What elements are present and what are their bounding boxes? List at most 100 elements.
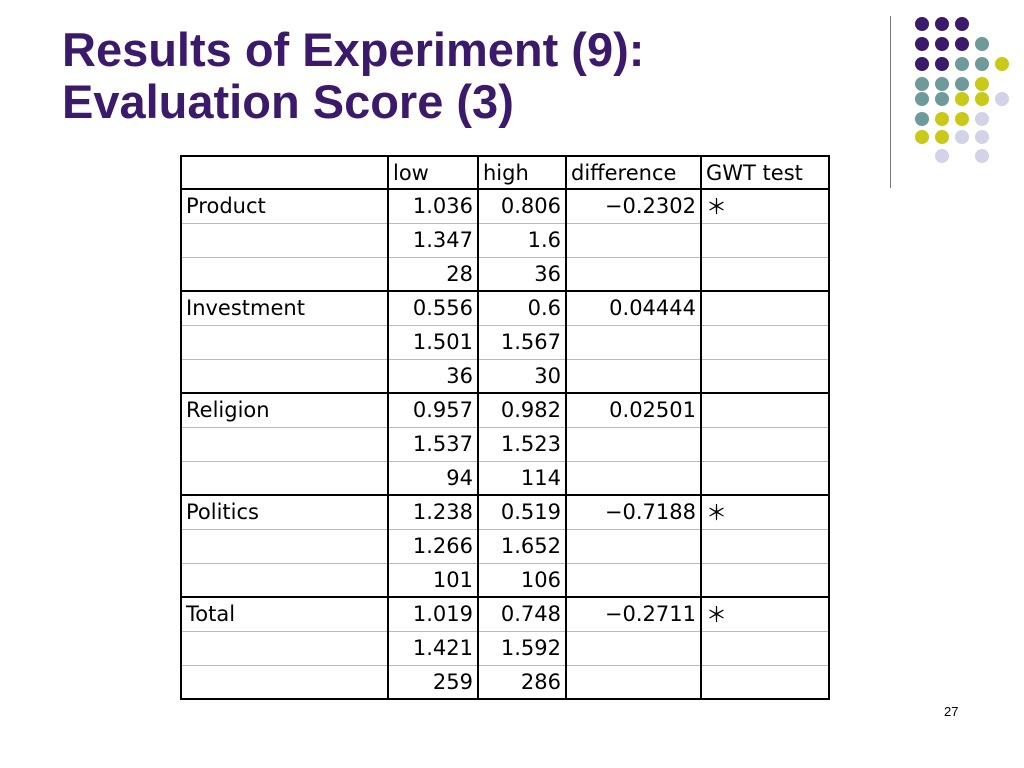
header-cell-low: low — [387, 155, 479, 190]
table-header-row: low high difference GWT test — [180, 155, 830, 190]
low-value-cell: 36 — [387, 358, 479, 394]
gwt-test-cell — [700, 664, 830, 700]
difference-value-cell: 0.02501 — [565, 392, 702, 428]
gwt-test-cell — [700, 324, 830, 360]
low-value-cell: 101 — [387, 562, 479, 598]
row-label-cell — [180, 460, 389, 496]
gwt-test-cell: ＊ — [700, 188, 830, 224]
low-value-cell: 1.266 — [387, 528, 479, 564]
low-value-cell: 0.957 — [387, 392, 479, 428]
high-value-cell: 0.6 — [477, 290, 567, 326]
low-value-cell: 1.036 — [387, 188, 479, 224]
page-number: 27 — [944, 704, 959, 719]
row-label-cell — [180, 562, 389, 598]
high-value-cell: 30 — [477, 358, 567, 394]
low-value-cell: 1.238 — [387, 494, 479, 530]
row-label-cell: Politics — [180, 494, 389, 530]
low-value-cell: 1.019 — [387, 596, 479, 632]
gwt-test-cell — [700, 290, 830, 326]
table-row: 1.501 1.567 — [180, 324, 830, 360]
gwt-test-cell — [700, 426, 830, 462]
slide-title-line-1: Results of Experiment (9): — [62, 23, 645, 76]
gwt-test-cell — [700, 222, 830, 258]
row-label-cell — [180, 664, 389, 700]
gwt-test-cell — [700, 630, 830, 666]
table-row: Politics 1.238 0.519 −0.7188 ＊ — [180, 494, 830, 530]
high-value-cell: 0.748 — [477, 596, 567, 632]
row-label-cell: Total — [180, 596, 389, 632]
row-label-cell — [180, 528, 389, 564]
gwt-test-cell — [700, 460, 830, 496]
table-row: 94 114 — [180, 460, 830, 496]
low-value-cell: 28 — [387, 256, 479, 292]
header-cell-difference: difference — [565, 155, 702, 190]
decorative-divider — [890, 16, 891, 188]
row-label-cell: Product — [180, 188, 389, 224]
high-value-cell: 114 — [477, 460, 567, 496]
table-row: Religion 0.957 0.982 0.02501 — [180, 392, 830, 428]
table-row: 1.347 1.6 — [180, 222, 830, 258]
table-row: 1.537 1.523 — [180, 426, 830, 462]
gwt-test-cell — [700, 562, 830, 598]
difference-value-cell: −0.2302 — [565, 188, 702, 224]
header-cell-high: high — [477, 155, 567, 190]
gwt-test-cell — [700, 392, 830, 428]
row-label-cell — [180, 256, 389, 292]
table-row: 101 106 — [180, 562, 830, 598]
row-label-cell: Investment — [180, 290, 389, 326]
table-row: Product 1.036 0.806 −0.2302 ＊ — [180, 188, 830, 224]
row-label-cell — [180, 222, 389, 258]
low-value-cell: 1.347 — [387, 222, 479, 258]
difference-value-cell — [565, 222, 702, 258]
low-value-cell: 0.556 — [387, 290, 479, 326]
low-value-cell: 1.537 — [387, 426, 479, 462]
difference-value-cell — [565, 324, 702, 360]
high-value-cell: 1.652 — [477, 528, 567, 564]
difference-value-cell — [565, 460, 702, 496]
table-row: 1.266 1.652 — [180, 528, 830, 564]
results-table: low high difference GWT test Product 1.03… — [180, 155, 830, 700]
gwt-test-cell: ＊ — [700, 596, 830, 632]
row-label-cell — [180, 324, 389, 360]
row-label-cell: Religion — [180, 392, 389, 428]
difference-value-cell — [565, 664, 702, 700]
slide-title: Results of Experiment (9): Evaluation Sc… — [62, 24, 862, 128]
row-label-cell — [180, 426, 389, 462]
gwt-test-cell — [700, 528, 830, 564]
high-value-cell: 0.806 — [477, 188, 567, 224]
header-cell-label — [180, 155, 389, 190]
high-value-cell: 1.567 — [477, 324, 567, 360]
header-cell-gwt-test: GWT test — [700, 155, 830, 190]
slide-title-line-2: Evaluation Score (3) — [62, 75, 514, 128]
difference-value-cell: −0.2711 — [565, 596, 702, 632]
difference-value-cell — [565, 358, 702, 394]
row-label-cell — [180, 358, 389, 394]
high-value-cell: 1.523 — [477, 426, 567, 462]
table-row: 28 36 — [180, 256, 830, 292]
low-value-cell: 94 — [387, 460, 479, 496]
row-label-cell — [180, 630, 389, 666]
table-row: 36 30 — [180, 358, 830, 394]
table-row: Total 1.019 0.748 −0.2711 ＊ — [180, 596, 830, 632]
low-value-cell: 1.501 — [387, 324, 479, 360]
table-row: Investment 0.556 0.6 0.04444 — [180, 290, 830, 326]
difference-value-cell: −0.7188 — [565, 494, 702, 530]
high-value-cell: 286 — [477, 664, 567, 700]
high-value-cell: 106 — [477, 562, 567, 598]
high-value-cell: 1.6 — [477, 222, 567, 258]
high-value-cell: 0.519 — [477, 494, 567, 530]
difference-value-cell — [565, 528, 702, 564]
difference-value-cell — [565, 256, 702, 292]
difference-value-cell — [565, 562, 702, 598]
low-value-cell: 1.421 — [387, 630, 479, 666]
high-value-cell: 36 — [477, 256, 567, 292]
difference-value-cell — [565, 426, 702, 462]
gwt-test-cell — [700, 358, 830, 394]
difference-value-cell: 0.04444 — [565, 290, 702, 326]
difference-value-cell — [565, 630, 702, 666]
gwt-test-cell: ＊ — [700, 494, 830, 530]
table-row: 259 286 — [180, 664, 830, 700]
high-value-cell: 0.982 — [477, 392, 567, 428]
high-value-cell: 1.592 — [477, 630, 567, 666]
low-value-cell: 259 — [387, 664, 479, 700]
